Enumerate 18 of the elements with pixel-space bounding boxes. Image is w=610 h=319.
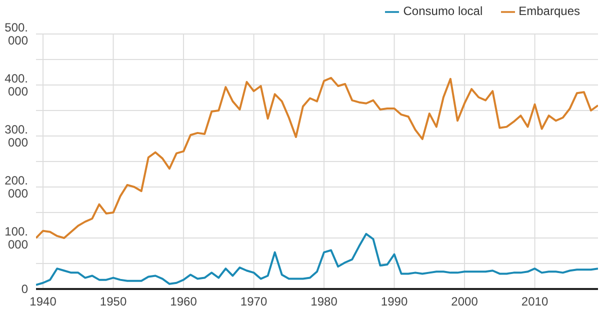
line-series <box>36 232 598 286</box>
x-tick-label: 1970 <box>240 294 268 309</box>
x-tick-label: 2000 <box>451 294 478 309</box>
x-tick-label: 1940 <box>30 294 57 309</box>
x-tick-label: 2010 <box>521 294 548 309</box>
x-tick-label: 1990 <box>380 294 408 309</box>
y-tick-label: 200.000 <box>4 174 28 200</box>
legend-label: Embarques <box>518 4 580 18</box>
legend-label: Consumo local <box>403 4 483 18</box>
y-tick-label: 400.000 <box>4 72 28 98</box>
line-series <box>36 76 598 239</box>
y-tick-label: 300.000 <box>4 122 28 150</box>
y-tick-label: 0 <box>21 282 28 296</box>
y-tick-label: 500.000 <box>4 20 28 48</box>
x-tick-label: 1960 <box>170 294 198 309</box>
y-tick-label: 100.000 <box>4 224 28 252</box>
x-tick-label: 1980 <box>310 294 338 309</box>
x-tick-label: 1950 <box>100 294 127 309</box>
